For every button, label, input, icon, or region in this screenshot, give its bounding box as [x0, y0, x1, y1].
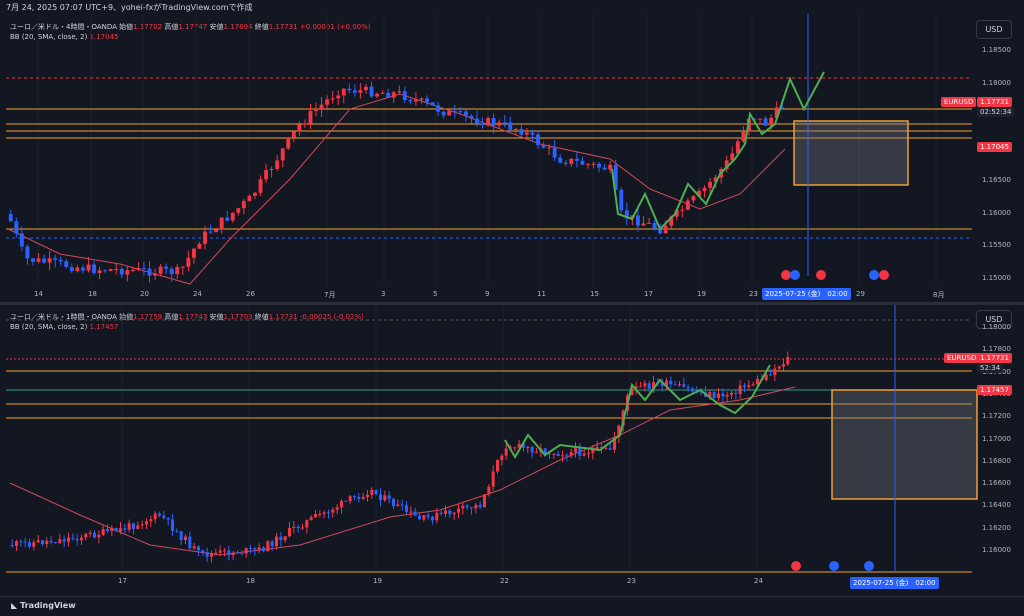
time-axis-label: 11 — [537, 290, 546, 298]
time-axis-label: 20 — [140, 290, 149, 298]
price-axis-label: 1.17200 — [982, 412, 1011, 421]
time-axis-label: 5 — [433, 290, 438, 298]
price-axis-label: 1.17800 — [982, 345, 1011, 354]
price-axis-label: 1.16200 — [982, 523, 1011, 532]
event-icon[interactable] — [791, 561, 801, 571]
time-axis-label: 24 — [193, 290, 202, 298]
price-axis-label: 1.18500 — [982, 46, 1011, 54]
event-icon[interactable] — [879, 270, 889, 280]
top-legend: ユーロ／米ドル・4時間・OANDA 始値1.17702 高値1.17747 安値… — [10, 23, 371, 31]
tradingview-logo[interactable]: ◣ TradingView — [11, 601, 76, 610]
bottom-price-tag: 1.17731 — [977, 353, 1012, 363]
bottom-chart-canvas[interactable] — [0, 305, 1024, 595]
time-axis-label: 19 — [373, 577, 382, 585]
time-axis-label: 14 — [34, 290, 43, 298]
time-axis-label: 7月 — [324, 291, 336, 299]
price-axis-label: 1.15500 — [982, 241, 1011, 249]
time-axis-label: 8月 — [933, 291, 945, 299]
top-countdown: 02:52:34 — [977, 107, 1015, 117]
price-axis-label: 1.16500 — [982, 176, 1011, 184]
bottom-bb-tag: 1.17457 — [977, 385, 1012, 395]
price-axis-label: 1.17000 — [982, 434, 1011, 443]
bottom-symbol-tag: EURUSD — [944, 353, 980, 363]
time-axis-label: 17 — [644, 290, 653, 298]
event-icon[interactable] — [816, 270, 826, 280]
price-axis-label: 1.18000 — [982, 78, 1011, 87]
chart-caption: 7月 24, 2025 07:07 UTC+9、yohei-fxがTrading… — [6, 3, 253, 12]
top-symbol-tag: EURUSD — [941, 97, 977, 107]
top-cursor-time-label: 2025-07-25 (金) 02:00 — [762, 288, 851, 300]
bottom-legend: ユーロ／米ドル・1時間・OANDA 始値1.17759 高値1.17743 安値… — [10, 313, 364, 321]
footer-bar: ◣ TradingView — [0, 596, 1024, 616]
time-axis-label: 23 — [627, 577, 636, 585]
time-axis-label: 17 — [118, 577, 127, 585]
event-icon[interactable] — [864, 561, 874, 571]
price-axis-label: 1.16000 — [982, 546, 1011, 554]
event-icon[interactable] — [829, 561, 839, 571]
top-chart-canvas[interactable] — [0, 14, 1024, 302]
bottom-countdown: 52:34 — [977, 363, 1004, 373]
time-axis-label: 26 — [246, 290, 255, 298]
top-currency-button[interactable]: USD — [976, 20, 1012, 39]
time-axis-label: 9 — [485, 290, 490, 298]
bottom-currency-button[interactable]: USD — [976, 310, 1012, 329]
price-axis-label: 1.18000 — [982, 323, 1011, 331]
event-icon[interactable] — [790, 270, 800, 280]
time-axis-label: 23 — [749, 290, 758, 298]
time-axis-label: 19 — [697, 290, 706, 298]
price-axis-label: 1.16000 — [982, 208, 1011, 217]
time-axis-label: 3 — [381, 290, 386, 298]
tradingview-logo-icon: ◣ — [11, 601, 18, 610]
time-axis-label: 24 — [754, 577, 763, 585]
price-axis-label: 1.16800 — [982, 456, 1011, 465]
top-chart-panel[interactable]: ユーロ／米ドル・4時間・OANDA 始値1.17702 高値1.17747 安値… — [0, 14, 1024, 302]
pane-separator[interactable] — [0, 302, 1024, 305]
top-bb-legend[interactable]: BB (20, SMA, close, 2) 1.17045 — [10, 33, 119, 41]
event-icon[interactable] — [869, 270, 879, 280]
event-icon[interactable] — [781, 270, 791, 280]
time-axis-label: 18 — [88, 290, 97, 298]
price-axis-label: 1.16600 — [982, 479, 1011, 488]
bottom-cursor-time-label: 2025-07-25 (金) 02:00 — [850, 577, 939, 589]
bottom-bb-legend[interactable]: BB (20, SMA, close, 2) 1.17457 — [10, 323, 119, 331]
bottom-chart-panel[interactable]: ユーロ／米ドル・1時間・OANDA 始値1.17759 高値1.17743 安値… — [0, 305, 1024, 595]
top-bb-tag: 1.17045 — [977, 142, 1012, 152]
time-axis-label: 18 — [246, 577, 255, 585]
time-axis-label: 15 — [590, 290, 599, 298]
top-price-tag: 1.17731 — [977, 97, 1012, 107]
time-axis-label: 29 — [856, 290, 865, 298]
price-axis-label: 1.16400 — [982, 501, 1011, 510]
time-axis-label: 22 — [500, 577, 509, 585]
price-axis-label: 1.15000 — [982, 273, 1011, 282]
